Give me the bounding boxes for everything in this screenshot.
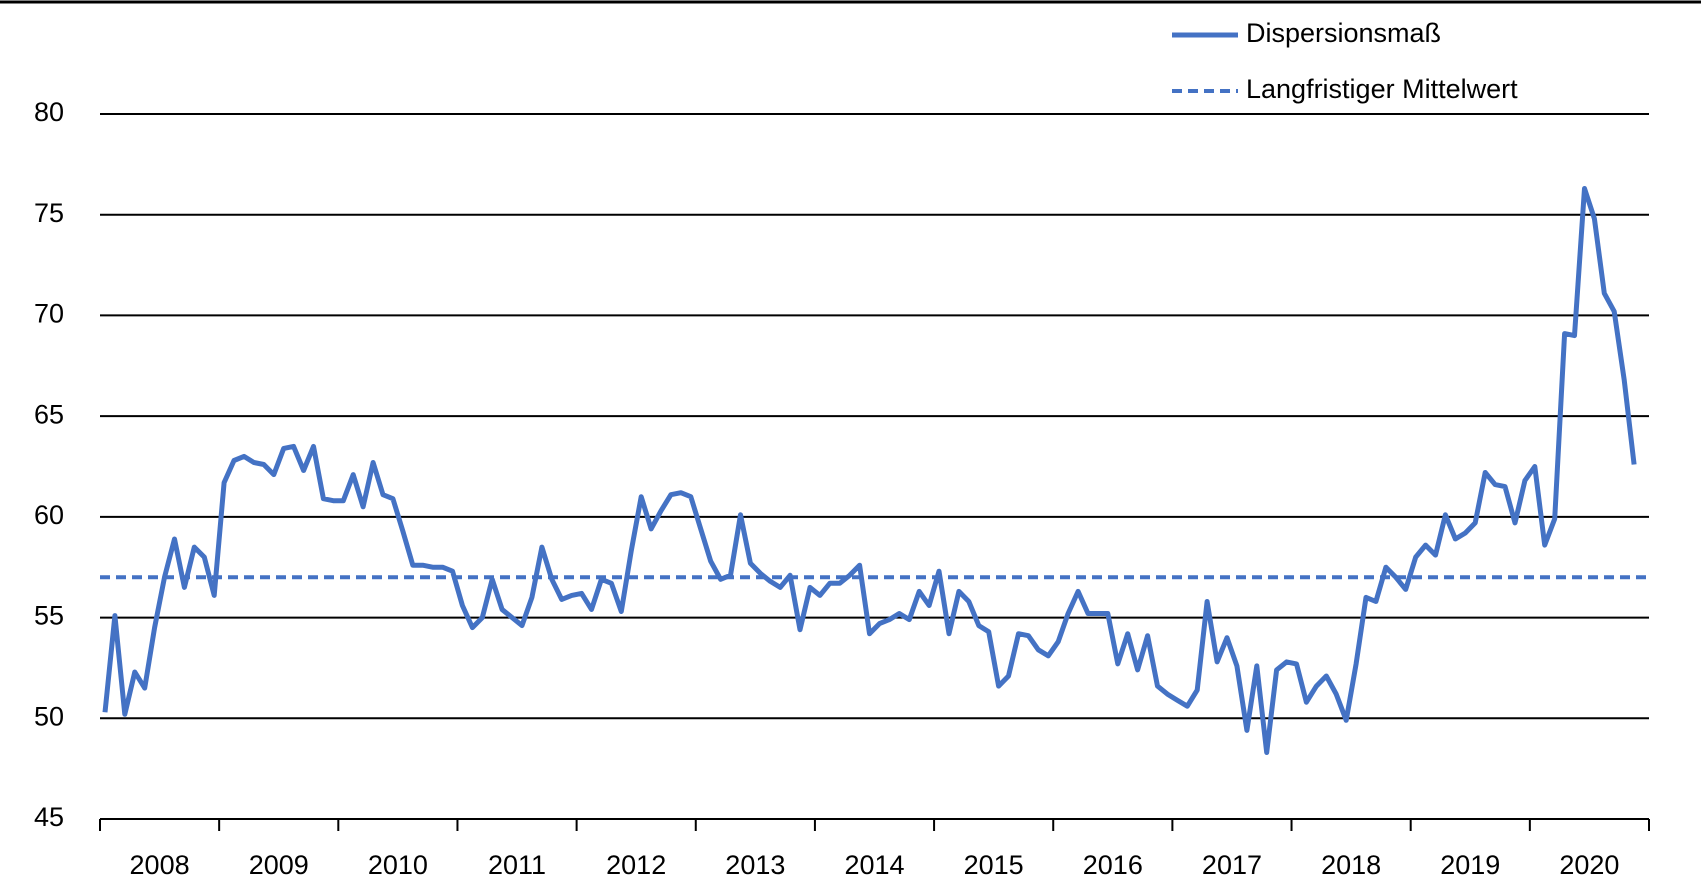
y-tick-label: 60 <box>34 500 64 530</box>
y-tick-label: 75 <box>34 198 64 228</box>
x-tick-label: 2019 <box>1440 850 1500 880</box>
data-line <box>102 186 1637 755</box>
x-tick-label: 2017 <box>1202 850 1262 880</box>
x-tick-label: 2014 <box>844 850 904 880</box>
x-tick-label: 2009 <box>249 850 309 880</box>
y-tick-label: 80 <box>34 97 64 127</box>
y-tick-label: 45 <box>34 802 64 832</box>
x-tick-label: 2018 <box>1321 850 1381 880</box>
x-tick-label: 2015 <box>964 850 1024 880</box>
y-tick-label: 55 <box>34 601 64 631</box>
x-tick-label: 2011 <box>488 850 546 880</box>
x-tick-label: 2010 <box>368 850 428 880</box>
x-tick-label: 2013 <box>725 850 785 880</box>
x-tick-label: 2020 <box>1559 850 1619 880</box>
y-tick-label: 50 <box>34 701 64 731</box>
y-tick-label: 65 <box>34 399 64 429</box>
legend-label: Langfristiger Mittelwert <box>1246 74 1518 104</box>
x-tick-label: 2012 <box>606 850 666 880</box>
x-tick-label: 2016 <box>1083 850 1143 880</box>
y-tick-label: 70 <box>34 299 64 329</box>
legend-label: Dispersionsmaß <box>1246 18 1441 48</box>
x-tick-label: 2008 <box>130 850 190 880</box>
